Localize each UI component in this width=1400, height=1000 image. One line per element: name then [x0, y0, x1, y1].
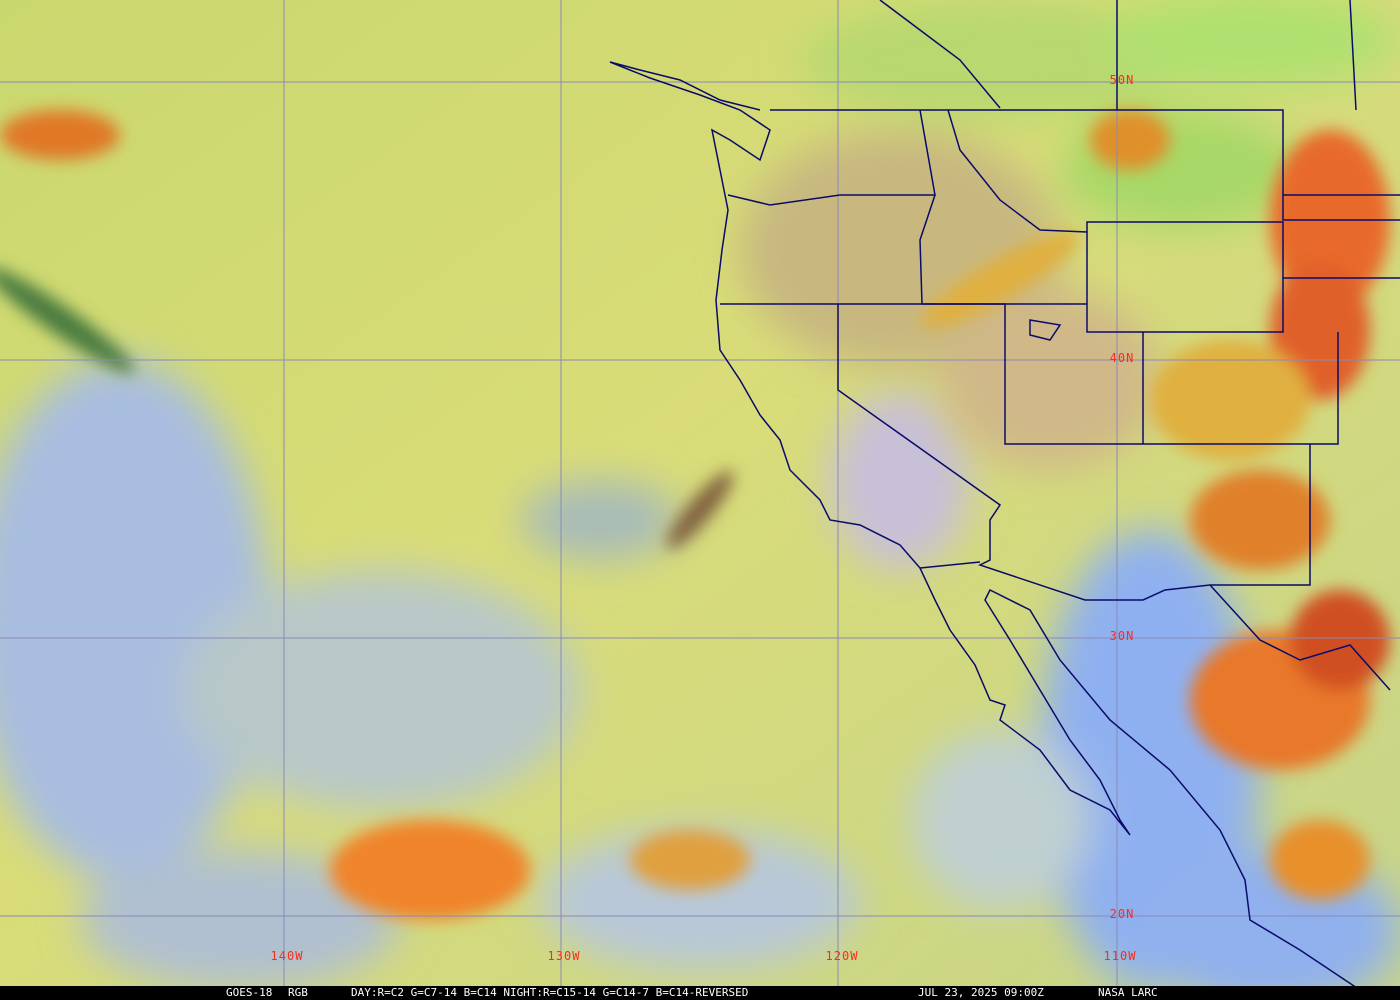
- satellite-name: GOES-18: [226, 986, 273, 999]
- latitude-label-40n: 40N: [1109, 351, 1135, 365]
- latitude-label-50n: 50N: [1109, 73, 1135, 87]
- credit: NASA LARC: [1098, 986, 1158, 999]
- longitude-label-130w: 130W: [547, 949, 581, 963]
- product-name: RGB: [288, 986, 308, 999]
- rgb-recipe: DAY:R=C2 G=C7-14 B=C14 NIGHT:R=C15-14 G=…: [351, 986, 749, 999]
- high-clouds: [0, 110, 1390, 920]
- latitude-label-20n: 20N: [1109, 907, 1135, 921]
- longitude-label-140w: 140W: [270, 949, 304, 963]
- land-haze: [740, 0, 1400, 470]
- clear-ocean-regions: [0, 360, 1400, 1000]
- timestamp: JUL 23, 2025 09:00Z: [918, 986, 1044, 999]
- longitude-label-120w: 120W: [825, 949, 859, 963]
- longitude-label-110w: 110W: [1103, 949, 1137, 963]
- coastlines-and-borders: [609, 0, 1400, 991]
- caption-bar: GOES-18 RGB DAY:R=C2 G=C7-14 B=C14 NIGHT…: [0, 986, 1400, 1000]
- latitude-label-30n: 30N: [1109, 629, 1135, 643]
